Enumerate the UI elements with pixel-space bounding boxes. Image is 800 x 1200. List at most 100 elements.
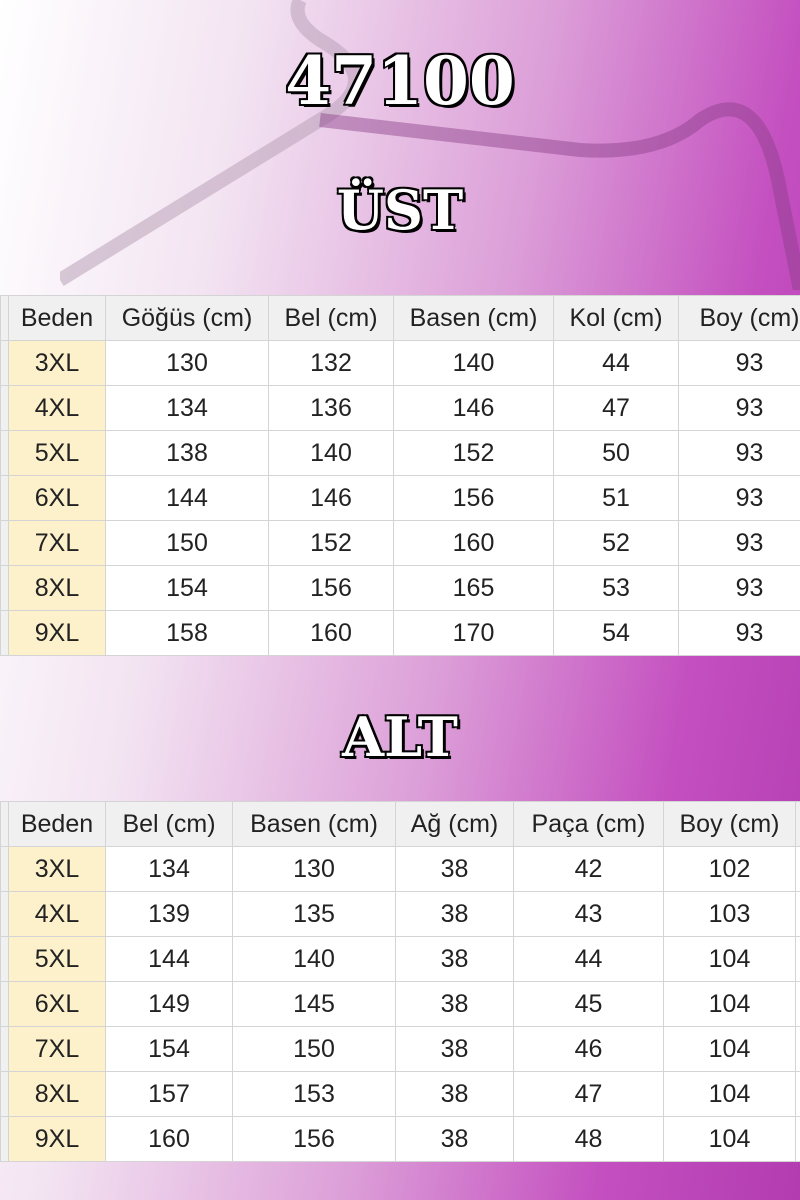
- value-cell: 165: [393, 565, 554, 611]
- value-cell: 48: [513, 1116, 664, 1162]
- value-cell: 51: [553, 475, 679, 521]
- value-cell: 44: [513, 936, 664, 982]
- value-cell: 47: [513, 1071, 664, 1117]
- value-cell: 135: [232, 891, 396, 937]
- value-cell: 150: [105, 520, 269, 566]
- table-row: 4XL 134 136 146 47 93: [0, 385, 800, 431]
- value-cell: 93: [678, 610, 800, 656]
- row-stub: [0, 385, 9, 431]
- value-cell: 104: [663, 981, 796, 1027]
- row-stub: [0, 936, 9, 982]
- row-stub: [0, 430, 9, 476]
- size-cell: 3XL: [8, 340, 106, 386]
- table-row: 3XL 134 130 38 42 102: [0, 846, 800, 892]
- value-cell: 134: [105, 846, 233, 892]
- value-cell: 93: [678, 520, 800, 566]
- row-stub: [0, 610, 9, 656]
- row-stub: [795, 1026, 800, 1072]
- row-stub: [795, 936, 800, 982]
- row-stub: [0, 846, 9, 892]
- value-cell: 156: [232, 1116, 396, 1162]
- size-cell: 7XL: [8, 1026, 106, 1072]
- value-cell: 149: [105, 981, 233, 1027]
- column-header: Beden: [8, 801, 106, 847]
- value-cell: 144: [105, 475, 269, 521]
- value-cell: 38: [395, 1026, 514, 1072]
- table-row: 7XL 154 150 38 46 104: [0, 1026, 800, 1072]
- size-cell: 4XL: [8, 385, 106, 431]
- value-cell: 93: [678, 385, 800, 431]
- value-cell: 156: [268, 565, 394, 611]
- table-row: 6XL 149 145 38 45 104: [0, 981, 800, 1027]
- value-cell: 54: [553, 610, 679, 656]
- value-cell: 160: [268, 610, 394, 656]
- column-header: Basen (cm): [232, 801, 396, 847]
- size-cell: 8XL: [8, 1071, 106, 1117]
- table-row: 6XL 144 146 156 51 93: [0, 475, 800, 521]
- value-cell: 38: [395, 981, 514, 1027]
- row-stub: [0, 475, 9, 521]
- value-cell: 154: [105, 565, 269, 611]
- value-cell: 152: [268, 520, 394, 566]
- value-cell: 38: [395, 1116, 514, 1162]
- table-row: 7XL 150 152 160 52 93: [0, 520, 800, 566]
- column-header: Bel (cm): [105, 801, 233, 847]
- table-row: 8XL 157 153 38 47 104: [0, 1071, 800, 1117]
- row-stub: [795, 846, 800, 892]
- value-cell: 38: [395, 936, 514, 982]
- value-cell: 145: [232, 981, 396, 1027]
- value-cell: 45: [513, 981, 664, 1027]
- value-cell: 104: [663, 1071, 796, 1117]
- row-stub: [0, 1116, 9, 1162]
- row-stub: [795, 1116, 800, 1162]
- size-cell: 4XL: [8, 891, 106, 937]
- size-cell: 9XL: [8, 1116, 106, 1162]
- top-section-heading: ÜST: [335, 177, 464, 244]
- value-cell: 154: [105, 1026, 233, 1072]
- value-cell: 46: [513, 1026, 664, 1072]
- value-cell: 42: [513, 846, 664, 892]
- value-cell: 138: [105, 430, 269, 476]
- top-size-table: Beden Göğüs (cm) Bel (cm) Basen (cm) Kol (cm…: [0, 295, 800, 656]
- table-header-row: Beden Göğüs (cm) Bel (cm) Basen (cm) Kol (cm…: [0, 295, 800, 341]
- row-stub: [0, 981, 9, 1027]
- column-header: Paça (cm): [513, 801, 664, 847]
- bottom-size-table: Beden Bel (cm) Basen (cm) Ağ (cm) Paça (cm) B…: [0, 801, 800, 1162]
- table-row: 5XL 144 140 38 44 104: [0, 936, 800, 982]
- value-cell: 104: [663, 936, 796, 982]
- row-stub: [0, 1026, 9, 1072]
- value-cell: 140: [268, 430, 394, 476]
- value-cell: 150: [232, 1026, 396, 1072]
- column-header: Kol (cm): [553, 295, 679, 341]
- table-row: 3XL 130 132 140 44 93: [0, 340, 800, 386]
- row-stub: [0, 565, 9, 611]
- row-stub: [0, 520, 9, 566]
- row-stub: [795, 1071, 800, 1117]
- value-cell: 146: [268, 475, 394, 521]
- value-cell: 134: [105, 385, 269, 431]
- value-cell: 93: [678, 475, 800, 521]
- value-cell: 93: [678, 340, 800, 386]
- value-cell: 38: [395, 1071, 514, 1117]
- value-cell: 130: [105, 340, 269, 386]
- value-cell: 139: [105, 891, 233, 937]
- row-stub: [0, 1071, 9, 1117]
- value-cell: 160: [393, 520, 554, 566]
- value-cell: 93: [678, 565, 800, 611]
- size-cell: 8XL: [8, 565, 106, 611]
- value-cell: 144: [105, 936, 233, 982]
- value-cell: 53: [553, 565, 679, 611]
- value-cell: 44: [553, 340, 679, 386]
- row-stub: [795, 801, 800, 847]
- value-cell: 50: [553, 430, 679, 476]
- column-header: Bel (cm): [268, 295, 394, 341]
- value-cell: 93: [678, 430, 800, 476]
- size-cell: 7XL: [8, 520, 106, 566]
- size-cell: 5XL: [8, 430, 106, 476]
- value-cell: 38: [395, 846, 514, 892]
- product-code: 47100: [284, 41, 517, 122]
- size-cell: 6XL: [8, 981, 106, 1027]
- value-cell: 52: [553, 520, 679, 566]
- column-header: Ağ (cm): [395, 801, 514, 847]
- value-cell: 170: [393, 610, 554, 656]
